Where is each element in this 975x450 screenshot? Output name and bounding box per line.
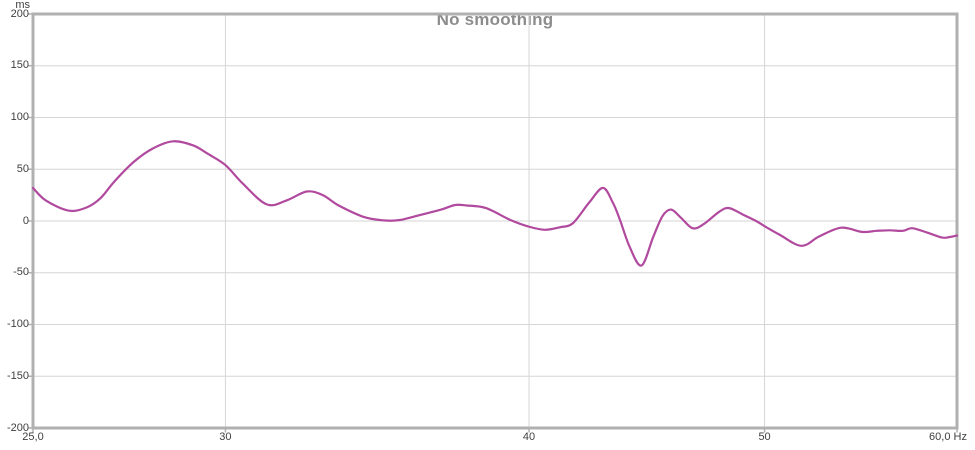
x-tick-label: 60,0 Hz [929, 431, 967, 443]
x-tick-label: 50 [758, 431, 771, 443]
y-tick-label: 50 [16, 162, 29, 175]
y-tick-label: 200 [10, 7, 29, 20]
x-tick-label: 25,0 [22, 431, 44, 443]
y-tick-label: -200 [6, 421, 29, 434]
y-tick-label: -50 [13, 266, 29, 279]
response-curve [31, 140, 959, 267]
y-axis-unit-label: ms [15, 0, 30, 11]
x-tick-label: 40 [522, 431, 536, 443]
x-tick-label: 30 [219, 431, 232, 443]
y-tick-label: -100 [6, 318, 29, 330]
plot-border [31, 12, 959, 430]
y-tick-label: 150 [10, 59, 29, 72]
y-tick-label: -150 [6, 369, 29, 382]
y-tick-label: 0 [22, 214, 29, 227]
y-tick-label: 100 [10, 111, 29, 123]
